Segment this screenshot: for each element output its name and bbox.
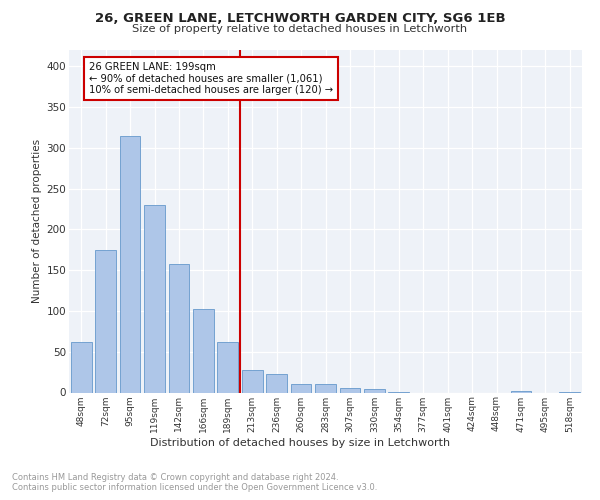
Text: Contains public sector information licensed under the Open Government Licence v3: Contains public sector information licen… <box>12 484 377 492</box>
Bar <box>119 136 140 392</box>
Bar <box>193 308 214 392</box>
Y-axis label: Number of detached properties: Number of detached properties <box>32 139 43 304</box>
Text: 26 GREEN LANE: 199sqm
← 90% of detached houses are smaller (1,061)
10% of semi-d: 26 GREEN LANE: 199sqm ← 90% of detached … <box>89 62 332 96</box>
Text: Size of property relative to detached houses in Letchworth: Size of property relative to detached ho… <box>133 24 467 34</box>
Text: Contains HM Land Registry data © Crown copyright and database right 2024.: Contains HM Land Registry data © Crown c… <box>12 472 338 482</box>
Text: 26, GREEN LANE, LETCHWORTH GARDEN CITY, SG6 1EB: 26, GREEN LANE, LETCHWORTH GARDEN CITY, … <box>95 12 505 26</box>
Bar <box>217 342 238 392</box>
Bar <box>71 342 92 392</box>
Bar <box>95 250 116 392</box>
Bar <box>144 205 165 392</box>
Bar <box>315 384 336 392</box>
Bar <box>242 370 263 392</box>
Bar <box>169 264 190 392</box>
Bar <box>290 384 311 392</box>
Bar <box>266 374 287 392</box>
Bar <box>364 389 385 392</box>
Bar <box>340 388 361 392</box>
Text: Distribution of detached houses by size in Letchworth: Distribution of detached houses by size … <box>150 438 450 448</box>
Bar <box>511 391 532 392</box>
